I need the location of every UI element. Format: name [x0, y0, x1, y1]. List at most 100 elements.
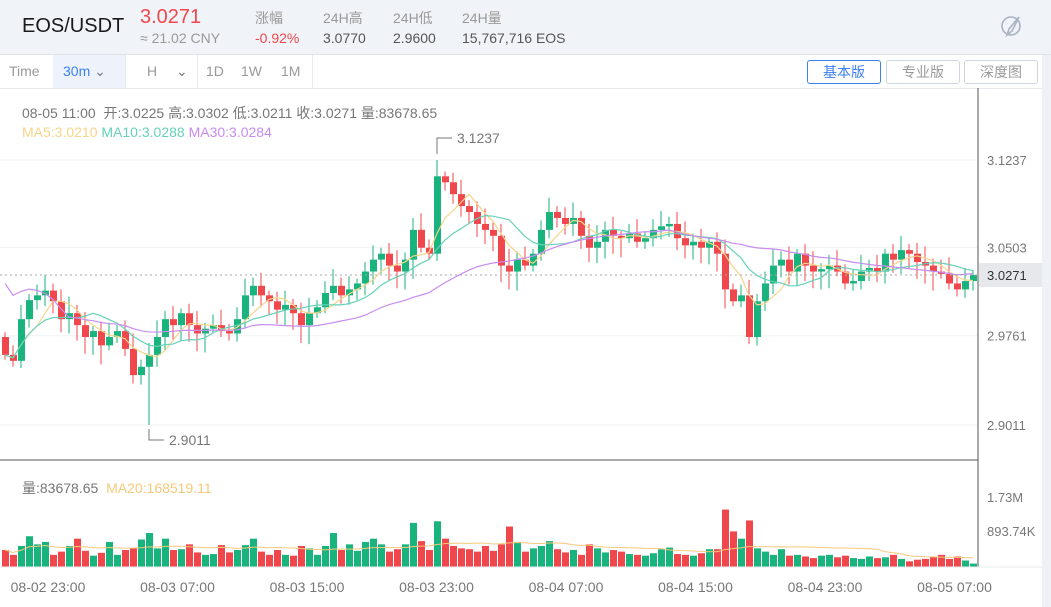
candle-body [538, 229, 545, 254]
scrollbar[interactable] [1042, 55, 1051, 607]
volume-bar [482, 545, 489, 567]
candle-body [66, 313, 73, 320]
volume-bar [850, 558, 857, 567]
stat-label: 涨幅 [255, 10, 283, 26]
volume-bar [970, 563, 977, 567]
chart-toolbar: Time 30m ⌄ H ⌄ 1D 1W 1M 基本版 专业版 深度图 [0, 55, 1042, 89]
volume-bar [906, 561, 913, 567]
volume-bar [530, 548, 537, 567]
candle-body [522, 259, 529, 266]
candle-body [706, 241, 713, 248]
volume-bar [418, 541, 425, 567]
candle-body [850, 281, 857, 284]
candle-body [634, 233, 641, 242]
candle-body [690, 241, 697, 246]
candle-body [314, 307, 321, 314]
candle-body [562, 217, 569, 224]
stat-label: 24H量 [462, 10, 502, 26]
volume-bar [346, 544, 353, 567]
pair-name: EOS/USDT [22, 15, 125, 37]
volume-bar [138, 539, 145, 567]
volume-bar [578, 554, 585, 567]
ma5-label: MA5:3.0210 [22, 124, 98, 140]
volume-bar [626, 554, 633, 567]
volume-bar [570, 550, 577, 567]
candle-body [618, 235, 625, 239]
stat-label: 24H高 [323, 10, 363, 26]
candle-body [434, 176, 441, 254]
interval-select[interactable]: 30m ⌄ [53, 55, 125, 88]
volume-bar [114, 554, 121, 567]
candle-body [370, 259, 377, 272]
volume-bar [378, 544, 385, 567]
info-volume: 量:83678.65 [360, 105, 438, 121]
candle-body [506, 265, 513, 272]
paintbrush-icon[interactable] [1000, 14, 1024, 38]
candle-body [162, 319, 169, 338]
candle-body [546, 212, 553, 230]
volume-bar [666, 547, 673, 567]
volume-bar [858, 558, 865, 567]
candle-body [738, 295, 745, 302]
volume-bar [330, 533, 337, 567]
candle-body [330, 285, 337, 293]
candle-body [186, 313, 193, 326]
period-1m[interactable]: 1M [281, 63, 301, 79]
candle-body [762, 283, 769, 302]
candle-body [202, 328, 209, 334]
candle-body [306, 313, 313, 326]
time-tick-label: 08-05 07:00 [917, 579, 992, 595]
candle-body [658, 226, 665, 230]
volume-bar [338, 550, 345, 567]
price-tick-label: 2.9761 [987, 329, 1027, 344]
candle-body [42, 290, 49, 296]
candle-body [650, 229, 657, 239]
candle-body [210, 325, 217, 329]
volume-bar [922, 558, 929, 567]
time-tab[interactable]: Time [9, 63, 40, 79]
candle-body [266, 295, 273, 302]
volume-bar [106, 541, 113, 567]
volume-bar [18, 545, 25, 567]
volume-bar [706, 549, 713, 567]
candle-body [378, 253, 385, 260]
volume-bar [698, 553, 705, 567]
candle-body [386, 253, 393, 266]
volume-bar [74, 538, 81, 567]
volume-bar [50, 554, 57, 567]
period-1d[interactable]: 1D [206, 63, 224, 79]
stat-volume: 24H量 15,767,716 EOS [462, 8, 566, 46]
candle-body [298, 313, 305, 326]
divider [197, 55, 198, 88]
period-1w[interactable]: 1W [241, 63, 262, 79]
volume-bar [210, 554, 217, 567]
time-tick-label: 08-04 23:00 [788, 579, 863, 595]
basic-view-button[interactable]: 基本版 [807, 60, 881, 84]
candle-body [170, 319, 177, 326]
volume-bar [34, 544, 41, 567]
hour-select[interactable]: H ⌄ [147, 55, 193, 88]
candle-body [402, 259, 409, 272]
stat-value: 2.9600 [393, 30, 436, 46]
volume-bar [162, 538, 169, 567]
candle-body [338, 285, 345, 296]
volume-bar [874, 558, 881, 567]
current-price-box [979, 263, 1042, 287]
depth-chart-button[interactable]: 深度图 [964, 60, 1038, 84]
volume-bar [506, 526, 513, 567]
volume-bar [410, 522, 417, 567]
candle-body [58, 301, 65, 320]
volume-bar [146, 533, 153, 567]
candle-body [610, 229, 617, 236]
candle-body [282, 304, 289, 310]
candle-body [18, 319, 25, 361]
candle-body [818, 269, 825, 272]
volume-bar [58, 551, 65, 567]
time-tick-label: 08-02 23:00 [11, 579, 86, 595]
volume-bar [762, 551, 769, 567]
volume-bar [258, 551, 265, 567]
volume-bar [442, 538, 449, 567]
pro-view-button[interactable]: 专业版 [886, 60, 960, 84]
candle-body [2, 337, 9, 355]
volume-bar [634, 554, 641, 567]
